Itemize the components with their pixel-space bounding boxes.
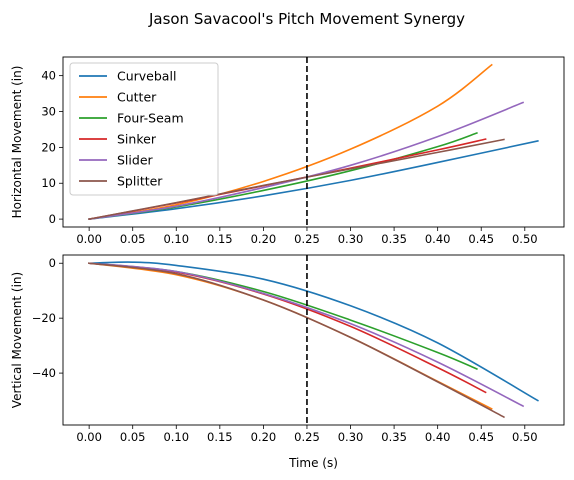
series-line-sinker (88, 262, 487, 394)
x-tick-label: 0.15 (207, 430, 233, 444)
x-tick-label: 0.30 (338, 430, 364, 444)
figure-title: Jason Savacool's Pitch Movement Synergy (148, 10, 465, 28)
x-tick-label: 0.20 (251, 232, 277, 246)
series-line-slider (88, 262, 525, 408)
series-lines (88, 261, 539, 419)
legend-label: Four-Seam (117, 111, 184, 126)
legend-label: Slider (117, 153, 154, 168)
legend-box (69, 62, 219, 196)
legend-label: Curveball (117, 69, 176, 84)
plot-panel-1: 0.00 0.05 0.10 0.15 0.20 0.25 0.30 0.35 0.40 0.45… (10, 56, 565, 246)
legend-label: Sinker (117, 132, 157, 147)
y-tick-label: 0 (49, 212, 56, 226)
x-tick-label: 0.40 (425, 232, 451, 246)
x-axis-label: Time (s) (288, 456, 338, 470)
x-tick-label: 0.50 (512, 232, 538, 246)
y-axis-label: Horizontal Movement (in) (10, 66, 24, 219)
x-tick-label: 0.40 (425, 430, 451, 444)
x-tick-label: 0.00 (76, 430, 102, 444)
y-tick-label: −20 (32, 311, 56, 325)
y-tick-label: 30 (41, 105, 56, 119)
y-tick-label: 40 (41, 69, 56, 83)
y-tick-label: 10 (41, 176, 56, 190)
x-tick-label: 0.35 (381, 232, 407, 246)
x-tick-label: 0.50 (512, 430, 538, 444)
legend-label: Splitter (117, 174, 163, 189)
x-tick-label: 0.10 (163, 430, 189, 444)
plot-panel-2: 0.00 0.05 0.10 0.15 0.20 0.25 0.30 0.35 0.40 0.45… (10, 254, 565, 470)
x-tick-label: 0.35 (381, 430, 407, 444)
x-tick-label: 0.05 (120, 430, 146, 444)
legend: Curveball Cutter Four-Seam Sinker Slider Spli… (69, 62, 219, 196)
axes-frame (62, 56, 565, 228)
series-line-cutter (88, 63, 493, 221)
x-tick-label: 0.20 (251, 430, 277, 444)
x-tick-label: 0.45 (468, 232, 494, 246)
series-line-curveball (88, 139, 539, 220)
legend-label: Cutter (117, 90, 157, 105)
x-tick-label: 0.45 (468, 430, 494, 444)
series-line-cutter (88, 262, 493, 410)
series-line-curveball (88, 261, 539, 402)
axes-frame (62, 254, 565, 426)
y-tick-label: −40 (32, 366, 56, 380)
x-tick-label: 0.10 (163, 232, 189, 246)
x-tick-label: 0.25 (294, 232, 320, 246)
y-axis-label: Vertical Movement (in) (10, 272, 24, 408)
y-tick-label: 20 (41, 140, 56, 154)
x-tick-label: 0.30 (338, 232, 364, 246)
series-line-splitter (88, 262, 505, 419)
x-tick-label: 0.15 (207, 232, 233, 246)
x-tick-label: 0.25 (294, 430, 320, 444)
x-tick-label: 0.05 (120, 232, 146, 246)
series-line-splitter (88, 138, 505, 221)
x-tick-label: 0.00 (76, 232, 102, 246)
y-tick-label: 0 (49, 256, 56, 270)
